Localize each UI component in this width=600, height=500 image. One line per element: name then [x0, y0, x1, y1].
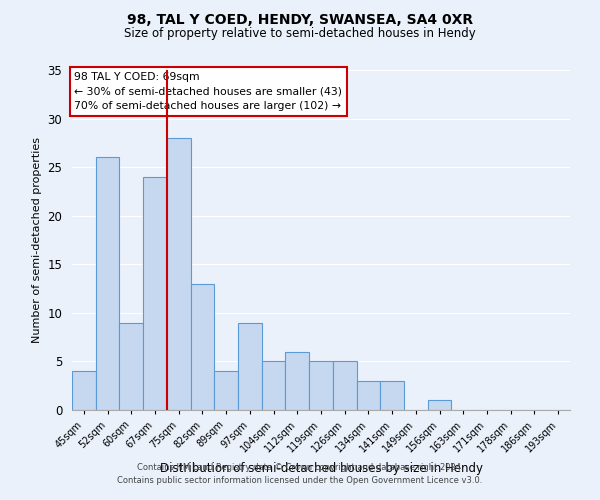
Y-axis label: Number of semi-detached properties: Number of semi-detached properties: [32, 137, 42, 343]
Bar: [96, 158, 119, 410]
Text: Size of property relative to semi-detached houses in Hendy: Size of property relative to semi-detach…: [124, 28, 476, 40]
Bar: [72, 371, 96, 410]
Bar: [380, 381, 404, 410]
Text: Contains HM Land Registry data © Crown copyright and database right 2024.: Contains HM Land Registry data © Crown c…: [137, 464, 463, 472]
Bar: [309, 362, 333, 410]
Bar: [238, 322, 262, 410]
Bar: [119, 322, 143, 410]
Bar: [286, 352, 309, 410]
Bar: [167, 138, 191, 410]
Bar: [191, 284, 214, 410]
Bar: [428, 400, 451, 410]
Bar: [262, 362, 286, 410]
X-axis label: Distribution of semi-detached houses by size in Hendy: Distribution of semi-detached houses by …: [160, 462, 482, 475]
Bar: [333, 362, 356, 410]
Text: Contains public sector information licensed under the Open Government Licence v3: Contains public sector information licen…: [118, 476, 482, 485]
Text: 98 TAL Y COED: 69sqm
← 30% of semi-detached houses are smaller (43)
70% of semi-: 98 TAL Y COED: 69sqm ← 30% of semi-detac…: [74, 72, 343, 112]
Bar: [356, 381, 380, 410]
Bar: [143, 177, 167, 410]
Text: 98, TAL Y COED, HENDY, SWANSEA, SA4 0XR: 98, TAL Y COED, HENDY, SWANSEA, SA4 0XR: [127, 12, 473, 26]
Bar: [214, 371, 238, 410]
